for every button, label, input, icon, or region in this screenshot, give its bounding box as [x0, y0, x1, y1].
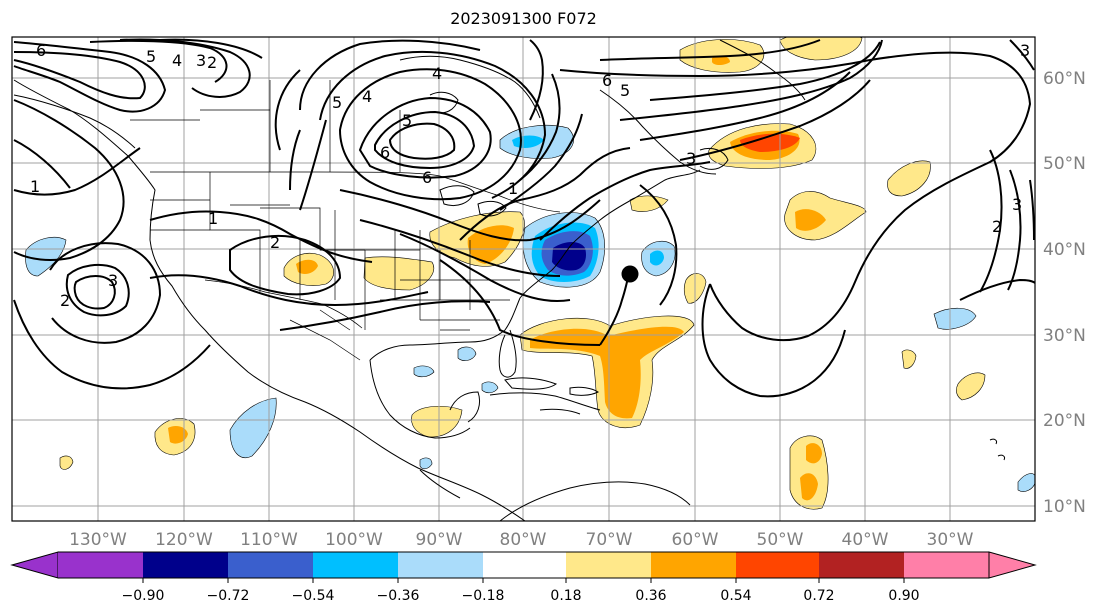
colorbar-swatch	[228, 552, 313, 578]
lon-label: 100°W	[325, 530, 383, 550]
colorbar-tick-label: 0.18	[550, 588, 581, 604]
contour-label: 1	[208, 209, 218, 228]
latitude-labels: 60°N 50°N 40°N 30°N 20°N 10°N	[1043, 69, 1086, 517]
colorbar-swatch	[651, 552, 736, 578]
lat-label: 10°N	[1043, 497, 1086, 517]
colorbar-tick-label: −0.72	[207, 588, 250, 604]
contour-labels: 6 5 4 3 2 1 4 5 6 4 5 6 3 1 2 2 3 2 3 1 …	[30, 41, 1030, 310]
lat-label: 20°N	[1043, 411, 1086, 431]
contour-label: 3	[196, 51, 206, 70]
colorbar: −0.90 −0.72 −0.54 −0.36 −0.18 0.18 0.36 …	[10, 551, 1037, 604]
lon-label: 60°W	[672, 530, 719, 550]
borders	[130, 80, 561, 361]
colorbar-tick-label: −0.54	[292, 588, 335, 604]
map-frame	[11, 36, 1036, 522]
colorbar-extend-low	[10, 551, 59, 579]
contour-label: 4	[172, 51, 182, 70]
lon-label: 120°W	[155, 530, 213, 550]
contour-label: 6	[36, 41, 46, 60]
contour-label: 2	[992, 217, 1002, 236]
black-dot-icon	[621, 265, 639, 283]
lat-label: 60°N	[1043, 69, 1086, 89]
lon-label: 40°W	[842, 530, 889, 550]
coastlines	[13, 39, 1005, 521]
contour-label: 6	[602, 71, 612, 90]
lon-label: 130°W	[69, 530, 127, 550]
colorbar-swatch	[483, 552, 566, 578]
colorbar-tick-label: −0.36	[377, 588, 420, 604]
lon-label: 30°W	[927, 530, 974, 550]
contour-label: 1	[30, 177, 40, 196]
lon-label: 110°W	[240, 530, 298, 550]
colorbar-tick-label: 0.54	[720, 588, 751, 604]
contour-label: 5	[620, 81, 630, 100]
colorbar-tick-label: 0.36	[635, 588, 666, 604]
contour-label: 3	[108, 271, 118, 290]
contour-label: 3	[1020, 41, 1030, 60]
colorbar-swatch	[819, 552, 904, 578]
colorbar-tick-label: 0.72	[803, 588, 834, 604]
colorbar-swatch	[58, 552, 143, 578]
contour-label: 6	[422, 168, 432, 187]
colorbar-tick-label: −0.90	[122, 588, 165, 604]
contours	[13, 38, 1035, 398]
contour-label: 3	[1012, 195, 1022, 214]
contour-label: 5	[146, 47, 156, 66]
contour-label: 6	[380, 143, 390, 162]
lat-label: 30°N	[1043, 326, 1086, 346]
colorbar-swatch	[904, 552, 989, 578]
longitude-labels: 130°W 120°W 110°W 100°W 90°W 80°W 70°W 6…	[69, 530, 974, 550]
contour-label: 3	[686, 149, 696, 168]
colorbar-tick-label: 0.90	[888, 588, 919, 604]
lon-label: 90°W	[416, 530, 463, 550]
colorbar-tick-label: −0.18	[462, 588, 505, 604]
lon-label: 70°W	[586, 530, 633, 550]
colorbar-swatch	[398, 552, 483, 578]
colorbar-swatch	[313, 552, 398, 578]
lon-label: 50°W	[757, 530, 804, 550]
contour-label: 4	[362, 87, 372, 106]
contour-label: 1	[508, 179, 518, 198]
lon-label: 80°W	[500, 530, 547, 550]
gridlines	[12, 37, 1035, 521]
colorbar-swatch	[736, 552, 819, 578]
contour-label: 4	[432, 64, 442, 83]
lat-label: 40°N	[1043, 240, 1086, 260]
contour-label: 5	[402, 111, 412, 130]
colorbar-swatch	[143, 552, 228, 578]
contour-label: 2	[270, 233, 280, 252]
contour-label: 2	[207, 53, 217, 72]
map-title: 2023091300 F072	[450, 9, 597, 28]
lat-label: 50°N	[1043, 154, 1086, 174]
colorbar-swatch	[566, 552, 651, 578]
contour-label: 2	[60, 291, 70, 310]
contour-label: 5	[332, 93, 342, 112]
colorbar-extend-high	[988, 551, 1037, 579]
